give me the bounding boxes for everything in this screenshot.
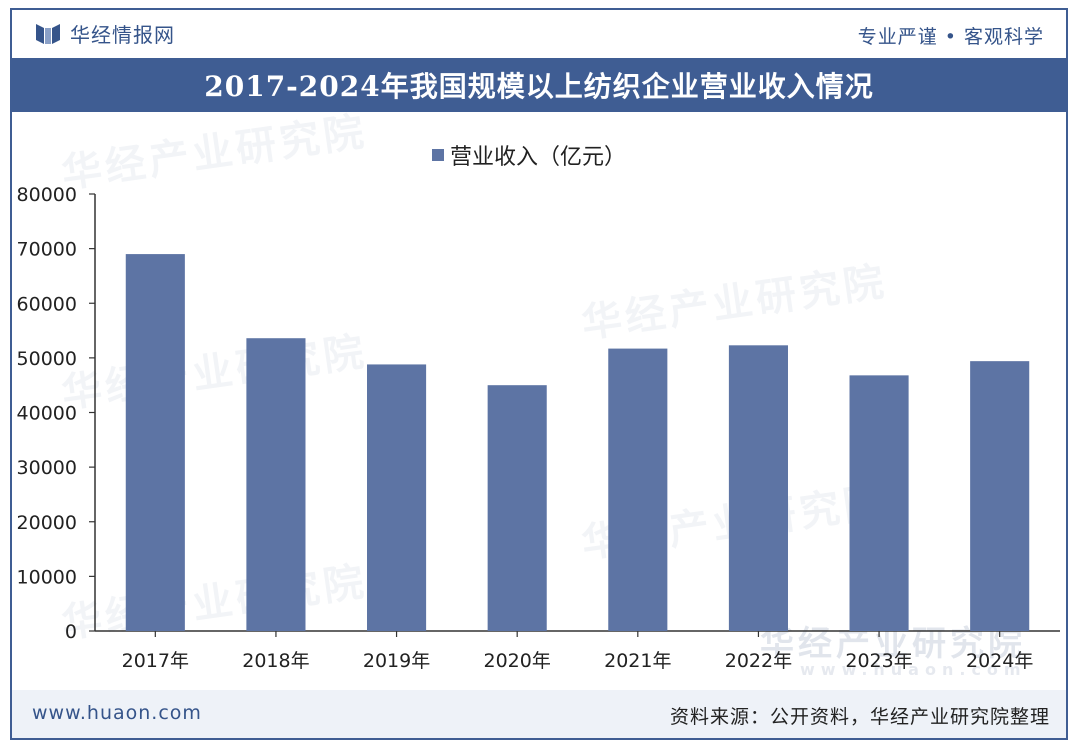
y-tick-label: 10000: [17, 566, 77, 588]
footer-website: www.huaon.com: [32, 702, 202, 724]
legend: 营业收入（亿元）: [432, 140, 626, 170]
chart-title: 2017-2024年我国规模以上纺织企业营业收入情况: [204, 70, 874, 103]
y-tick-label: 50000: [17, 348, 77, 370]
x-tick-label: 2019年: [363, 650, 430, 672]
bar: [608, 348, 668, 631]
slogan: 专业严谨 • 客观科学: [857, 26, 1044, 48]
y-tick-label: 0: [65, 621, 77, 643]
y-tick-label: 60000: [17, 293, 77, 315]
bar: [125, 254, 185, 631]
y-tick-label: 80000: [17, 184, 77, 206]
x-tick-label: 2023年: [845, 650, 912, 672]
footer-band: www.huaon.com 资料来源：公开资料，华经产业研究院整理: [12, 690, 1066, 738]
y-tick-label: 20000: [17, 512, 77, 534]
bar: [849, 375, 909, 631]
legend-swatch: [432, 149, 444, 161]
bar: [728, 345, 788, 631]
legend-label: 营业收入（亿元）: [450, 145, 627, 170]
y-tick-label: 70000: [17, 239, 77, 261]
y-tick-label: 40000: [17, 403, 77, 425]
bar: [246, 338, 306, 631]
x-tick-label: 2018年: [242, 650, 309, 672]
bar: [367, 364, 427, 631]
bar: [970, 361, 1030, 631]
title-band: 2017-2024年我国规模以上纺织企业营业收入情况: [12, 58, 1066, 112]
y-tick-label: 30000: [17, 457, 77, 479]
brand-name: 华经情报网: [70, 22, 175, 47]
x-tick-label: 2024年: [966, 650, 1033, 672]
x-tick-label: 2020年: [484, 650, 551, 672]
x-tick-label: 2022年: [725, 650, 792, 672]
footer-source: 资料来源：公开资料，华经产业研究院整理: [669, 706, 1050, 728]
brand-logo-icon: [36, 24, 60, 44]
bar: [487, 385, 547, 631]
x-tick-label: 2017年: [122, 650, 189, 672]
x-tick-label: 2021年: [604, 650, 671, 672]
brand: 华经情报网: [36, 20, 175, 47]
header-bar: 华经情报网 专业严谨 • 客观科学: [12, 10, 1066, 54]
